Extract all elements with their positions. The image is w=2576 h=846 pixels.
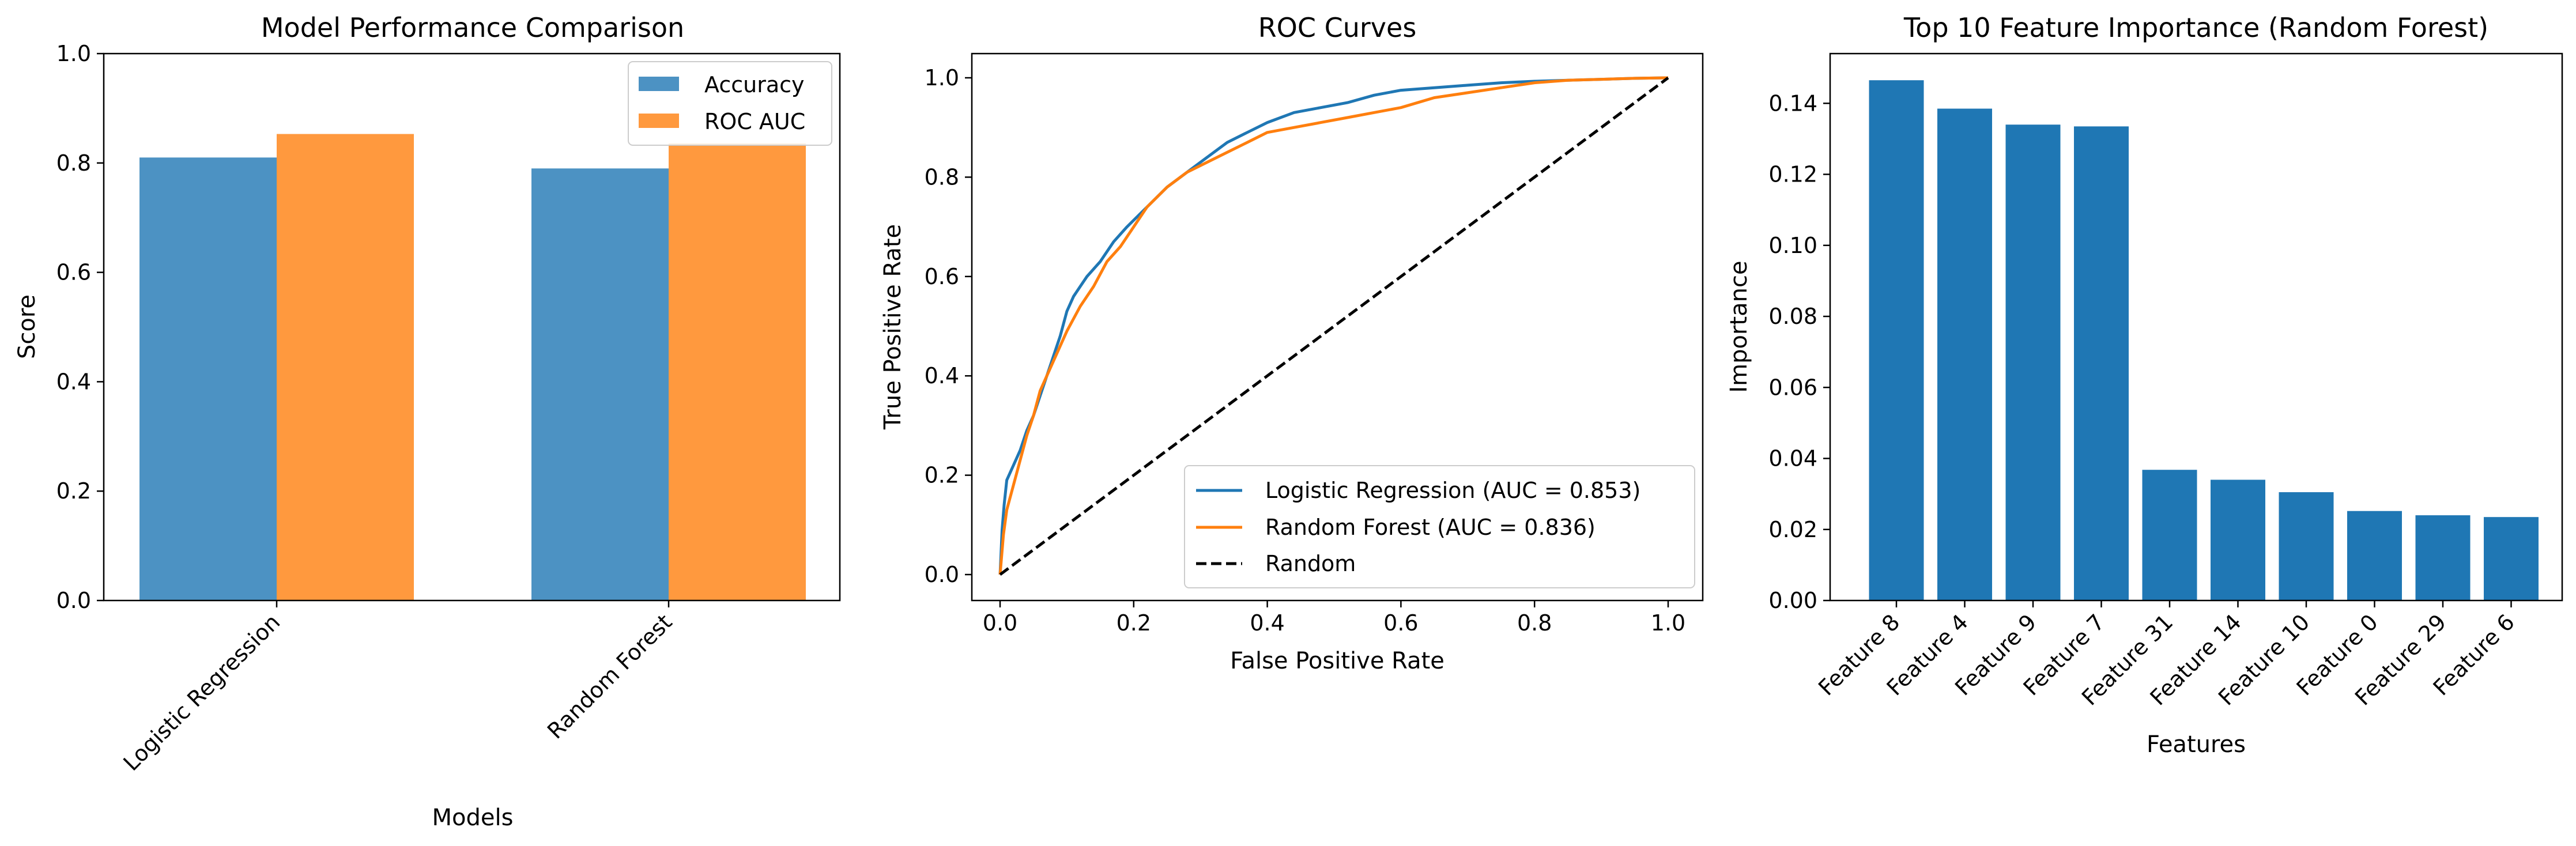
- roc-x-label: False Positive Rate: [1230, 648, 1444, 674]
- y-tick-label: 0.12: [1768, 162, 1817, 187]
- y-tick-label: 0.0: [925, 562, 959, 587]
- performance-chart-title: Model Performance Comparison: [261, 12, 684, 43]
- bar-accuracy-logistic-regression: [139, 157, 277, 600]
- feature-importance-axes-frame: [1829, 52, 2563, 602]
- legend-label-roc-auc: ROC AUC: [704, 109, 805, 134]
- bar-feature-10: [2279, 492, 2334, 600]
- bar-feature-14: [2211, 479, 2265, 600]
- y-tick-label: 0.6: [925, 264, 959, 289]
- bar-feature-7: [2074, 126, 2129, 600]
- bar-feature-0: [2347, 511, 2402, 600]
- feature-importance-x-label: Features: [2147, 731, 2246, 758]
- performance-bars: [139, 134, 806, 601]
- roc-x-ticks: 0.0 0.2 0.4 0.6 0.8 1.0: [983, 600, 1685, 636]
- bar-feature-4: [1937, 108, 1992, 600]
- bar-feature-6: [2484, 517, 2539, 600]
- y-tick-label: 0.2: [56, 478, 91, 504]
- y-tick-label: 0.8: [925, 164, 959, 190]
- y-tick-label: 0.02: [1768, 517, 1817, 542]
- legend-label-random: Random: [1265, 551, 1356, 576]
- y-tick-label: 0.4: [56, 369, 91, 394]
- performance-y-ticks: 0.0 0.2 0.4 0.6 0.8 1.0: [56, 41, 104, 613]
- performance-legend-box: [628, 61, 832, 146]
- y-tick-label: 0.00: [1768, 588, 1817, 613]
- y-tick-label: 0.04: [1768, 446, 1817, 471]
- bar-roc-auc-logistic-regression: [277, 134, 414, 601]
- x-tick-label: 0.2: [1117, 610, 1151, 636]
- y-tick-label: 0.6: [56, 260, 91, 285]
- bar-feature-29: [2415, 515, 2471, 600]
- roc-line-random-forest: [998, 76, 1669, 575]
- roc-legend: Logistic Regression (AUC = 0.853) Random…: [1184, 465, 1695, 588]
- feature-importance-y-label: Importance: [1726, 260, 1752, 392]
- feature-importance-title: Top 10 Feature Importance (Random Forest…: [1903, 12, 2488, 43]
- legend-swatch-roc-auc: [639, 114, 679, 128]
- x-tick-label: 1.0: [1651, 610, 1685, 636]
- y-tick-label: 0.8: [56, 150, 91, 176]
- performance-x-label: Models: [432, 805, 514, 831]
- x-tick-label: 0.8: [1517, 610, 1552, 636]
- roc-y-ticks: 0.0 0.2 0.4 0.6 0.8 1.0: [925, 65, 972, 587]
- x-tick-label: 0.6: [1383, 610, 1418, 636]
- y-tick-label: 1.0: [925, 65, 959, 90]
- y-tick-label: 1.0: [56, 41, 91, 66]
- bar-roc-auc-random-forest: [669, 143, 806, 601]
- performance-legend: Accuracy ROC AUC: [628, 61, 832, 146]
- roc-line-random: [999, 76, 1669, 576]
- legend-swatch-accuracy: [639, 77, 679, 91]
- feature-importance-bars: [1869, 80, 2539, 600]
- y-tick-label: 0.4: [925, 363, 959, 388]
- y-tick-label: 0.06: [1768, 375, 1817, 400]
- performance-axes-frame: [103, 52, 841, 602]
- x-tick-label: 0.4: [1250, 610, 1284, 636]
- roc-axes-frame: [971, 52, 1704, 602]
- legend-label-accuracy: Accuracy: [704, 72, 805, 97]
- bar-accuracy-random-forest: [531, 168, 669, 600]
- y-tick-label: 0.14: [1768, 90, 1817, 116]
- legend-label-logistic-regression: Logistic Regression (AUC = 0.853): [1265, 478, 1640, 503]
- bar-feature-31: [2142, 470, 2197, 600]
- y-tick-label: 0.08: [1768, 304, 1817, 329]
- y-tick-label: 0.2: [925, 463, 959, 488]
- y-tick-label: 0.0: [56, 588, 91, 613]
- roc-chart-title: ROC Curves: [1258, 12, 1417, 43]
- bar-feature-8: [1869, 80, 1924, 600]
- performance-y-label: Score: [14, 294, 40, 359]
- roc-chart: ROC Curves 0.00.20.40.60.81.0 0.0 0.2 0.4 0…: [880, 12, 1704, 674]
- legend-label-random-forest: Random Forest (AUC = 0.836): [1265, 515, 1596, 540]
- roc-y-label: True Positive Rate: [880, 224, 906, 430]
- x-tick-label: 0.0: [983, 610, 1017, 636]
- roc-legend-box: [1184, 465, 1695, 588]
- roc-lines: [998, 76, 1669, 576]
- bar-feature-9: [2005, 124, 2061, 600]
- feature-importance-y-ticks: 0.00 0.02 0.04 0.06 0.08 0.10 0.12 0.14: [1768, 90, 1830, 613]
- y-tick-label: 0.10: [1768, 233, 1817, 258]
